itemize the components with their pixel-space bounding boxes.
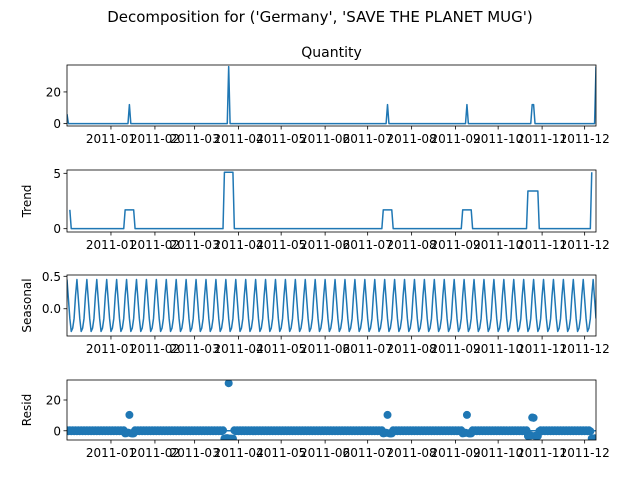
resid-ytick-label: 0 [53,424,61,438]
seasonal-xtick-label: 2011-04 [214,342,264,356]
figure-title: Decomposition for ('Germany', 'SAVE THE … [107,8,533,26]
resid-xtick-label: 2011-01 [86,446,136,460]
seasonal-xtick-label: 2011-01 [86,342,136,356]
quantity-xtick-label: 2011-11 [517,132,567,146]
quantity-xtick-label: 2011-04 [214,132,264,146]
resid-point [383,410,392,419]
resid-xtick-label: 2011-07 [343,446,393,460]
resid-xtick-label: 2011-03 [170,446,220,460]
trend-series-line [69,171,593,230]
seasonal-xtick-label: 2011-06 [300,342,350,356]
trend-xtick-label: 2011-09 [431,238,481,252]
resid-xtick-label: 2011-02 [130,446,180,460]
resid-xtick-label: 2011-05 [256,446,306,460]
quantity-xtick-label: 2011-12 [560,132,610,146]
trend-xtick-label: 2011-02 [130,238,180,252]
trend-ytick-label: 0 [53,222,61,236]
quantity-xtick-label: 2011-02 [130,132,180,146]
resid-xtick-label: 2011-09 [431,446,481,460]
resid-point [224,380,233,388]
quantity-xtick-label: 2011-08 [387,132,437,146]
quantity-xtick-label: 2011-01 [86,132,136,146]
quantity-panel: 0202011-012011-022011-032011-042011-0520… [46,45,610,146]
trend-plot-area [69,171,593,230]
trend-xtick-label: 2011-01 [86,238,136,252]
trend-xtick-label: 2011-11 [517,238,567,252]
trend-xtick-label: 2011-07 [343,238,393,252]
resid-xtick-label: 2011-11 [517,446,567,460]
seasonal-axes-frame [66,274,597,337]
resid-axes-frame [66,379,597,441]
trend-xtick-label: 2011-05 [256,238,306,252]
quantity-xtick-label: 2011-03 [170,132,220,146]
seasonal-ylabel: Seasonal [20,278,34,332]
resid-plot-area [67,380,596,440]
quantity-series-line [67,65,596,125]
resid-xtick-label: 2011-04 [214,446,264,460]
trend-xtick-label: 2011-10 [473,238,523,252]
resid-point [592,434,596,440]
resid-point [462,410,471,419]
seasonal-xtick-label: 2011-12 [560,342,610,356]
quantity-xtick-label: 2011-07 [343,132,393,146]
trend-xtick-label: 2011-03 [170,238,220,252]
resid-point [529,413,538,422]
trend-xtick-label: 2011-06 [300,238,350,252]
resid-xtick-label: 2011-12 [560,446,610,460]
seasonal-xtick-label: 2011-03 [170,342,220,356]
seasonal-xtick-label: 2011-09 [431,342,481,356]
trend-xtick-label: 2011-04 [214,238,264,252]
seasonal-ytick-label: 0.5 [42,270,61,284]
trend-xtick-label: 2011-12 [560,238,610,252]
trend-axes-frame [66,169,597,233]
subplot-panels: 0202011-012011-022011-032011-042011-0520… [20,45,610,460]
seasonal-xtick-label: 2011-10 [473,342,523,356]
seasonal-xtick-label: 2011-05 [256,342,306,356]
seasonal-xtick-label: 2011-07 [343,342,393,356]
resid-point [219,426,228,435]
seasonal-xtick-label: 2011-08 [387,342,437,356]
quantity-xtick-label: 2011-10 [473,132,523,146]
seasonal-series-line [67,278,596,333]
seasonal-ytick-label: 0.0 [42,302,61,316]
resid-panel: 0202011-012011-022011-032011-042011-0520… [20,379,610,460]
seasonal-xtick-label: 2011-11 [517,342,567,356]
resid-xtick-label: 2011-10 [473,446,523,460]
quantity-ytick-label: 20 [46,85,61,99]
quantity-plot-area [67,65,596,125]
trend-xtick-label: 2011-08 [387,238,437,252]
seasonal-xtick-label: 2011-02 [130,342,180,356]
resid-point [586,427,595,436]
resid-ytick-label: 20 [46,394,61,408]
quantity-axes-frame [66,64,597,127]
trend-ytick-label: 5 [53,167,61,181]
resid-point [228,434,237,440]
seasonal-panel: 0.00.52011-012011-022011-032011-042011-0… [20,270,610,356]
quantity-xtick-label: 2011-05 [256,132,306,146]
resid-point [125,410,134,419]
quantity-title: Quantity [301,45,362,61]
quantity-ytick-label: 0 [53,117,61,131]
resid-xtick-label: 2011-06 [300,446,350,460]
seasonal-plot-area [67,278,596,333]
quantity-xtick-label: 2011-09 [431,132,481,146]
resid-ylabel: Resid [20,394,34,426]
trend-panel: 052011-012011-022011-032011-042011-05201… [20,167,610,252]
resid-xtick-label: 2011-08 [387,446,437,460]
trend-ylabel: Trend [20,185,34,219]
quantity-xtick-label: 2011-06 [300,132,350,146]
